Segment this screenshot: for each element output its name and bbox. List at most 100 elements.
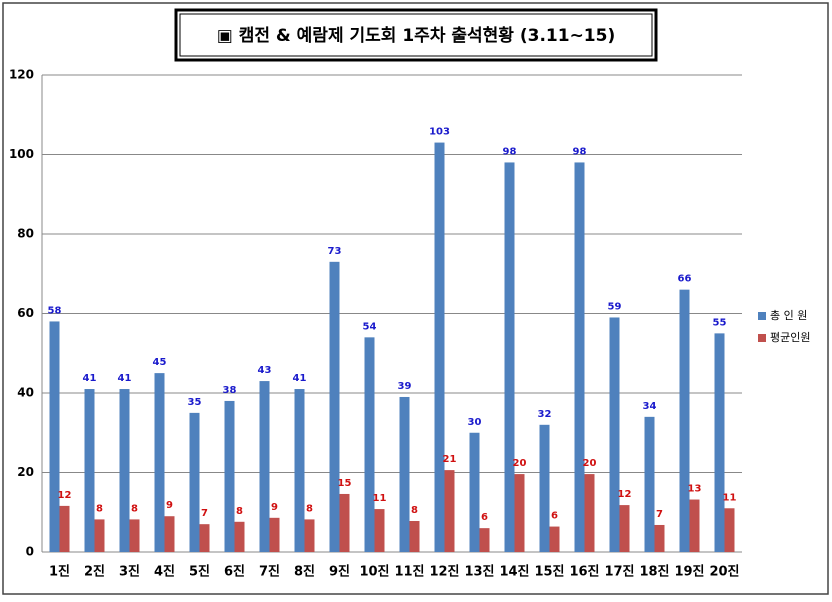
y-tick-label: 120 bbox=[9, 68, 34, 82]
chart-title: ▣ 캠전 & 예람제 기도회 1주차 출석현황 (3.11~15) bbox=[217, 25, 616, 46]
data-label: 6 bbox=[551, 511, 558, 522]
x-tick-label: 9진 bbox=[329, 564, 350, 580]
data-label: 59 bbox=[608, 301, 622, 312]
x-tick-label: 11진 bbox=[394, 564, 424, 580]
bar bbox=[574, 162, 585, 552]
bar bbox=[714, 333, 725, 552]
bar bbox=[304, 519, 315, 552]
bar bbox=[199, 524, 210, 552]
bar bbox=[364, 337, 375, 552]
bar bbox=[259, 381, 270, 552]
data-label: 11 bbox=[373, 493, 387, 504]
bar bbox=[549, 526, 560, 552]
bar bbox=[189, 412, 200, 552]
data-label: 38 bbox=[223, 385, 237, 396]
bar bbox=[339, 493, 350, 552]
title-box bbox=[174, 8, 658, 62]
bar bbox=[654, 524, 665, 552]
bar bbox=[49, 321, 60, 552]
y-tick-label: 60 bbox=[17, 306, 34, 320]
data-label: 98 bbox=[503, 146, 517, 157]
y-tick-label: 100 bbox=[9, 147, 34, 161]
data-label: 41 bbox=[118, 373, 132, 384]
data-label: 6 bbox=[481, 512, 488, 523]
legend-label: 평균인원 bbox=[770, 331, 810, 344]
legend-swatch bbox=[758, 334, 766, 342]
bar bbox=[619, 505, 630, 552]
bar bbox=[224, 400, 235, 552]
bar bbox=[444, 470, 455, 552]
bar bbox=[59, 505, 70, 552]
data-label: 21 bbox=[443, 454, 457, 465]
x-tick-label: 17진 bbox=[604, 564, 634, 580]
bar bbox=[234, 521, 245, 552]
data-label: 9 bbox=[166, 500, 173, 511]
data-label: 7 bbox=[656, 509, 663, 520]
data-label: 7 bbox=[201, 508, 208, 519]
chart-frame bbox=[2, 2, 829, 595]
x-tick-label: 4진 bbox=[154, 564, 175, 580]
bar bbox=[724, 508, 735, 552]
data-label: 8 bbox=[411, 505, 418, 516]
x-tick-label: 20진 bbox=[709, 564, 739, 580]
y-tick-label: 20 bbox=[17, 465, 34, 479]
x-tick-label: 12진 bbox=[429, 564, 459, 580]
bar bbox=[94, 519, 105, 552]
bar bbox=[479, 528, 490, 552]
bar bbox=[644, 416, 655, 552]
data-label: 12 bbox=[618, 489, 632, 500]
data-label: 13 bbox=[688, 484, 702, 495]
data-label: 35 bbox=[188, 397, 202, 408]
data-label: 43 bbox=[258, 365, 272, 376]
x-tick-label: 18진 bbox=[639, 564, 669, 580]
data-label: 8 bbox=[96, 503, 103, 514]
x-tick-label: 7진 bbox=[259, 564, 280, 580]
data-label: 54 bbox=[363, 321, 377, 332]
x-tick-label: 14진 bbox=[499, 564, 529, 580]
legend-swatch bbox=[758, 312, 766, 320]
data-label: 41 bbox=[83, 373, 97, 384]
data-label: 8 bbox=[131, 503, 138, 514]
bar bbox=[409, 520, 420, 552]
x-tick-label: 1진 bbox=[49, 564, 70, 580]
bar bbox=[269, 517, 280, 552]
bar bbox=[469, 432, 480, 552]
x-tick-label: 6진 bbox=[224, 564, 245, 580]
data-label: 73 bbox=[328, 246, 342, 257]
data-label: 45 bbox=[153, 357, 167, 368]
data-label: 8 bbox=[236, 506, 243, 517]
bar bbox=[154, 373, 165, 552]
bar bbox=[164, 516, 175, 552]
data-label: 12 bbox=[58, 490, 72, 501]
data-label: 32 bbox=[538, 409, 552, 420]
bar bbox=[584, 474, 595, 552]
bar bbox=[84, 389, 95, 552]
x-tick-label: 5진 bbox=[189, 564, 210, 580]
bar bbox=[679, 289, 690, 552]
data-label: 98 bbox=[573, 146, 587, 157]
data-label: 39 bbox=[398, 381, 412, 392]
data-label: 15 bbox=[338, 478, 352, 489]
x-tick-label: 3진 bbox=[119, 564, 140, 580]
bar bbox=[129, 519, 140, 552]
data-label: 20 bbox=[513, 458, 527, 469]
bar bbox=[294, 389, 305, 552]
bar bbox=[374, 509, 385, 552]
data-label: 55 bbox=[713, 317, 727, 328]
bar bbox=[504, 162, 515, 552]
data-label: 34 bbox=[643, 401, 657, 412]
y-tick-label: 40 bbox=[17, 386, 34, 400]
bar bbox=[689, 499, 700, 552]
x-tick-label: 15진 bbox=[534, 564, 564, 580]
data-label: 58 bbox=[48, 305, 62, 316]
bar bbox=[399, 396, 410, 552]
data-label: 11 bbox=[723, 492, 737, 503]
bar bbox=[514, 474, 525, 552]
bar bbox=[539, 424, 550, 552]
bar bbox=[329, 261, 340, 552]
x-tick-label: 19진 bbox=[674, 564, 704, 580]
x-tick-label: 8진 bbox=[294, 564, 315, 580]
legend-label: 총 인 원 bbox=[770, 309, 807, 322]
data-label: 9 bbox=[271, 502, 278, 513]
